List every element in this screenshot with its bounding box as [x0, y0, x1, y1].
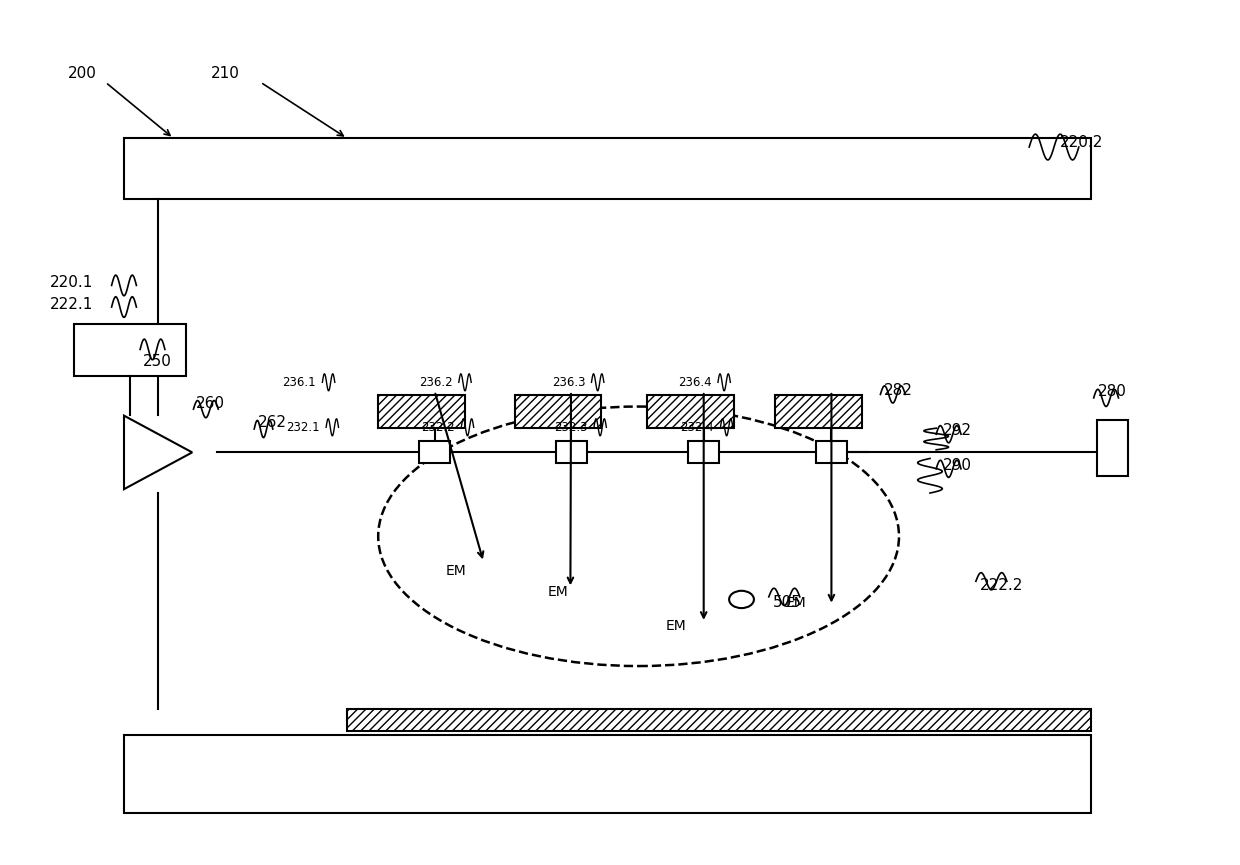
Bar [1097, 420, 1128, 476]
Bar [419, 441, 450, 463]
Text: EM: EM [548, 586, 568, 599]
Text: 232.1: 232.1 [286, 420, 320, 434]
Text: 260: 260 [196, 395, 224, 411]
Bar [647, 395, 734, 428]
Text: 222.1: 222.1 [50, 297, 93, 312]
Text: EM: EM [786, 596, 806, 610]
Text: 505: 505 [773, 595, 801, 611]
Text: 236.4: 236.4 [678, 375, 712, 389]
Polygon shape [124, 416, 192, 490]
Text: 290: 290 [942, 458, 971, 473]
Text: 232.4: 232.4 [681, 420, 714, 434]
Text: 222.2: 222.2 [980, 578, 1023, 593]
Bar [347, 709, 1091, 731]
Text: 200: 200 [68, 66, 97, 81]
Text: 236.1: 236.1 [283, 375, 316, 389]
Bar [816, 441, 847, 463]
Bar [775, 395, 862, 428]
Bar [74, 324, 186, 376]
Bar [515, 395, 601, 428]
Bar [124, 138, 1091, 199]
Text: 282: 282 [884, 383, 913, 399]
Bar [124, 735, 1091, 813]
Text: 262: 262 [258, 414, 286, 430]
Text: 232.2: 232.2 [422, 420, 455, 434]
Text: 220.2: 220.2 [1060, 135, 1104, 151]
Bar [556, 441, 587, 463]
Text: 232.3: 232.3 [554, 420, 588, 434]
Text: EM: EM [446, 564, 466, 578]
Text: 220.1: 220.1 [50, 275, 93, 291]
Text: 280: 280 [1097, 384, 1126, 400]
Text: 250: 250 [143, 354, 171, 369]
Text: 210: 210 [211, 66, 239, 81]
Bar [688, 441, 719, 463]
Text: 292: 292 [942, 423, 971, 439]
Bar [378, 395, 465, 428]
Text: 236.3: 236.3 [552, 375, 585, 389]
Text: 236.2: 236.2 [419, 375, 453, 389]
Text: EM: EM [666, 619, 686, 633]
